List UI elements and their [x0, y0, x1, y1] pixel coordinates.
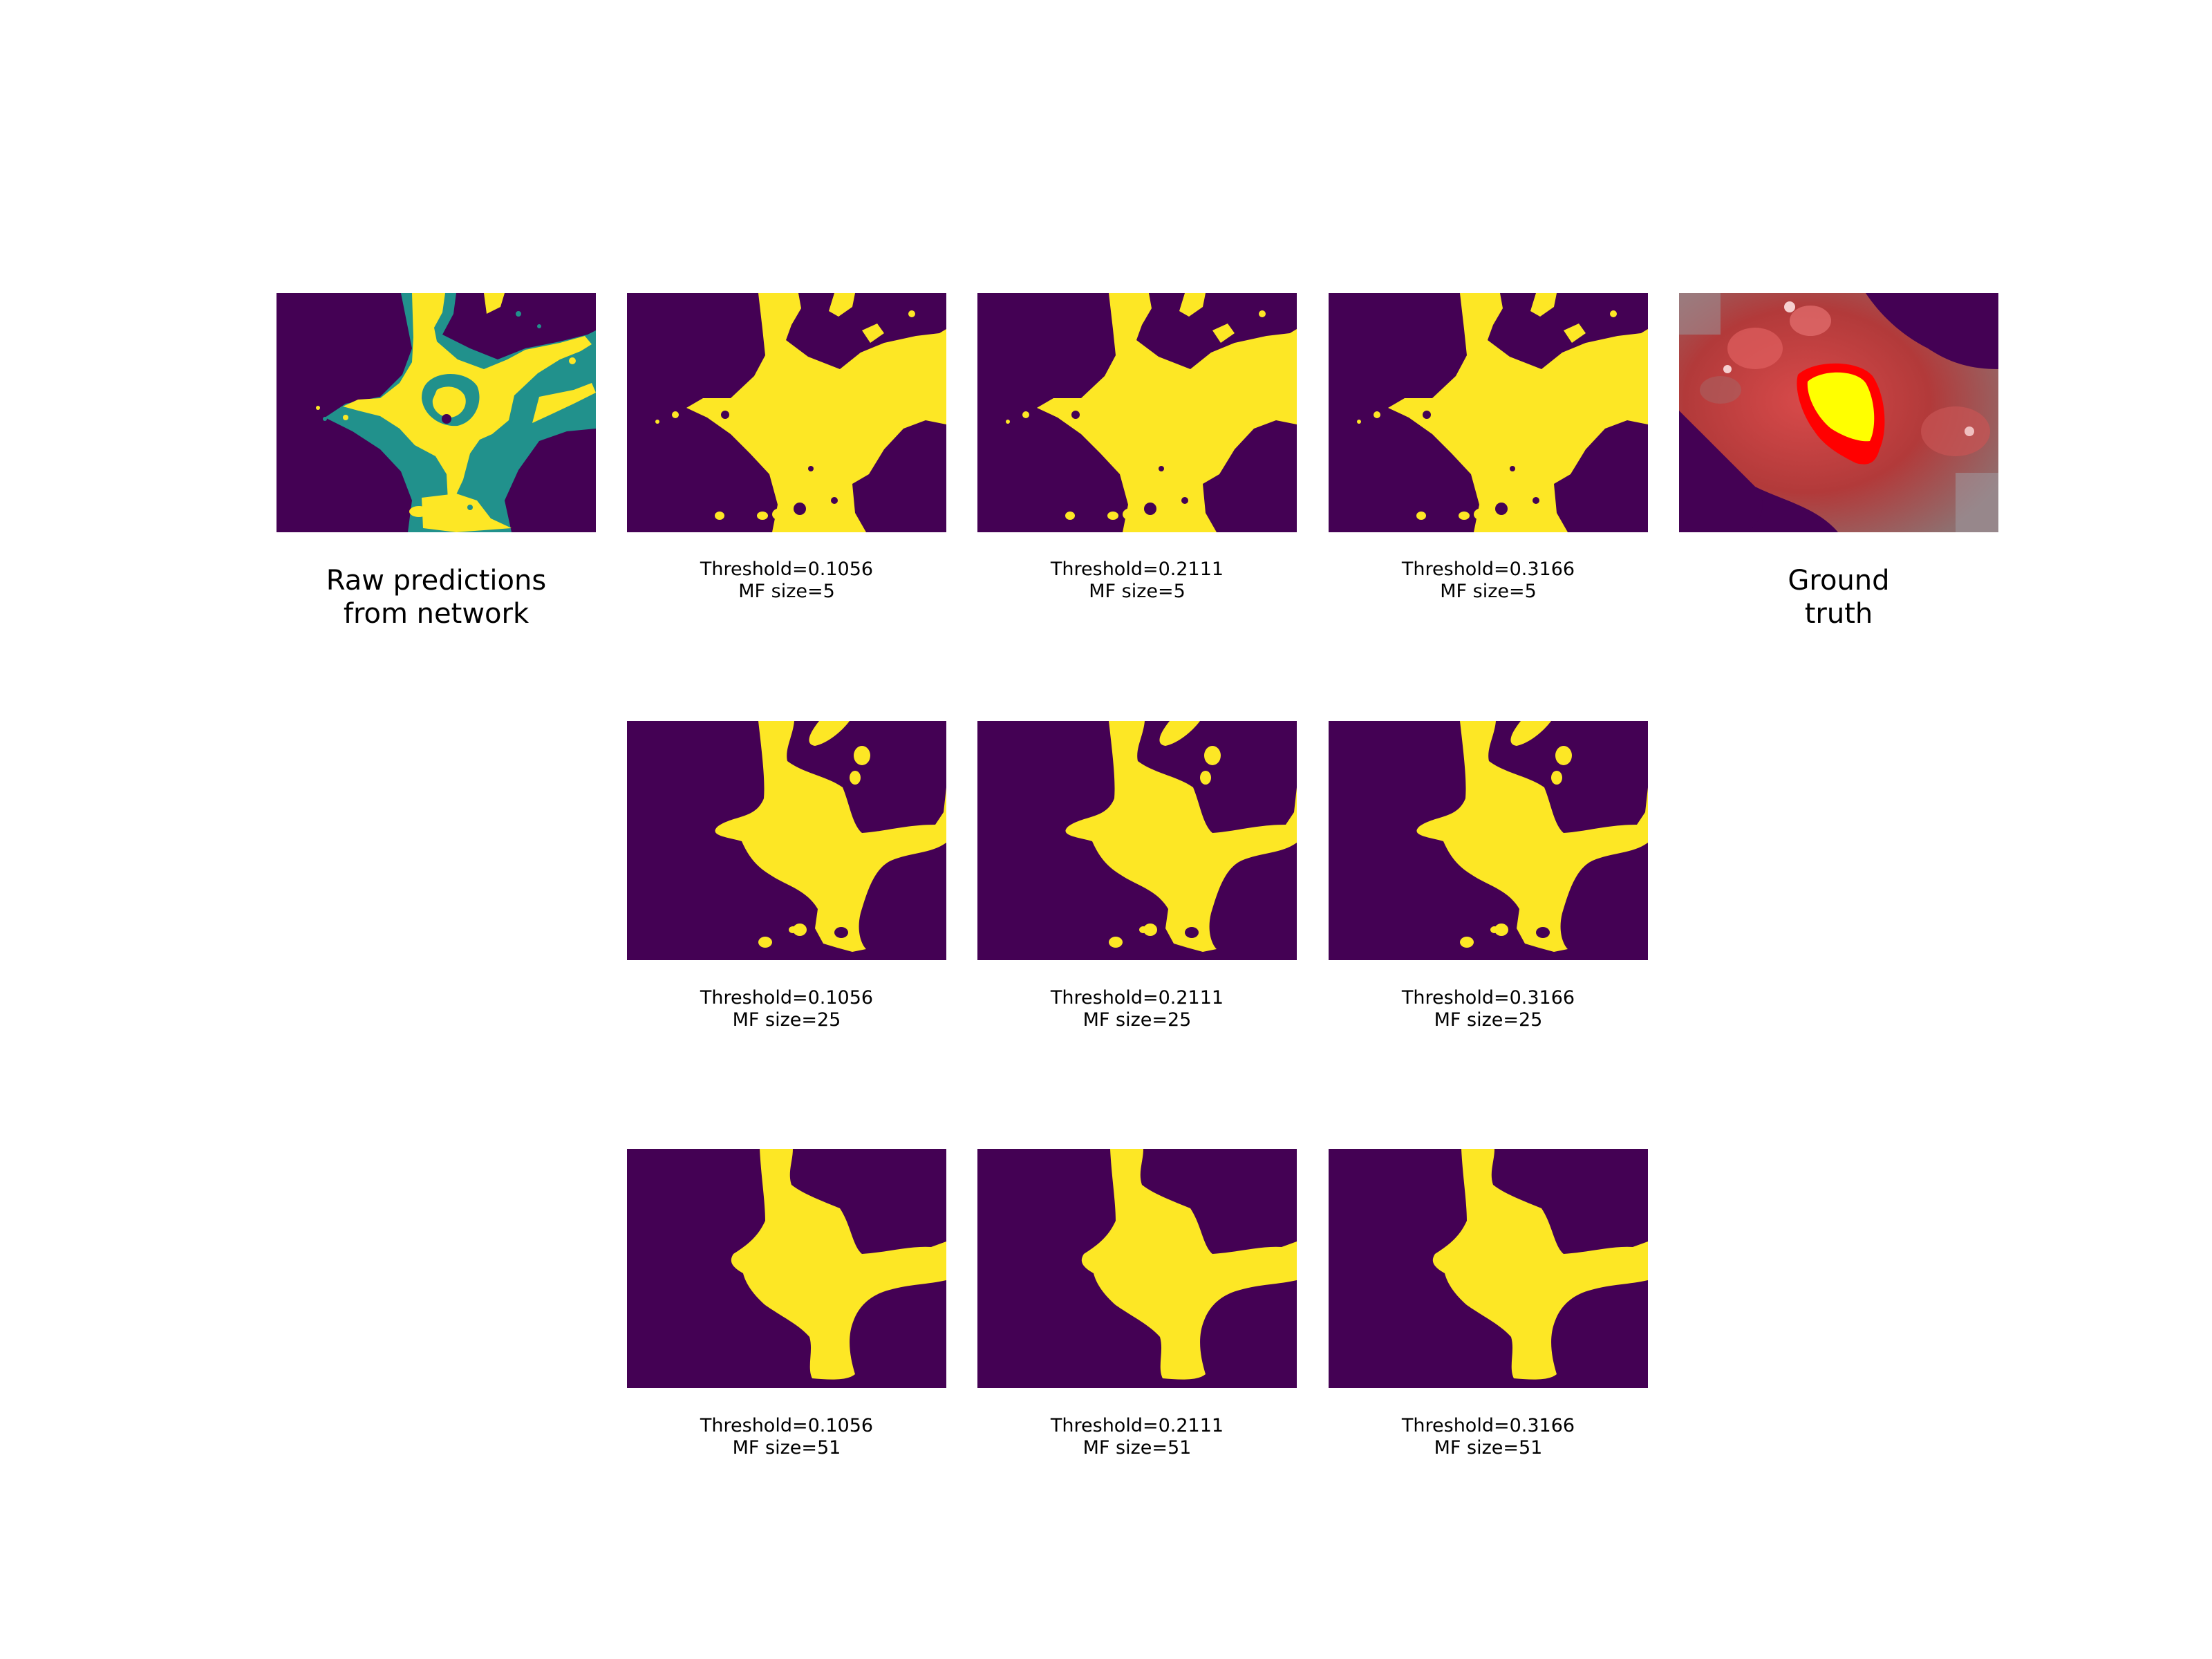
mf-label: MF size=51 — [732, 1437, 841, 1459]
caption-t0.1056-mf51: Threshold=0.1056 MF size=51 — [607, 1415, 966, 1460]
threshold-label: Threshold=0.1056 — [700, 559, 874, 580]
raw-prediction-image — [276, 293, 596, 532]
ground-truth-image — [1679, 293, 1998, 532]
mask-t0.3166-mf51 — [1329, 1149, 1648, 1388]
raw-caption-line2: from network — [343, 598, 529, 630]
caption-t0.1056-mf5: Threshold=0.1056 MF size=5 — [607, 559, 966, 603]
threshold-label: Threshold=0.1056 — [700, 1415, 874, 1436]
mask-t0.1056-mf5 — [627, 293, 946, 532]
mf-label: MF size=25 — [732, 1009, 841, 1031]
caption-t0.2111-mf51: Threshold=0.2111 MF size=51 — [957, 1415, 1317, 1460]
raw-prediction-caption: Raw predictions from network — [256, 564, 616, 630]
caption-t0.2111-mf5: Threshold=0.2111 MF size=5 — [957, 559, 1317, 603]
mf-label: MF size=51 — [1434, 1437, 1543, 1459]
threshold-label: Threshold=0.2111 — [1050, 987, 1224, 1009]
mf-label: MF size=5 — [1440, 581, 1537, 603]
caption-t0.1056-mf25: Threshold=0.1056 MF size=25 — [607, 987, 966, 1032]
mask-t0.2111-mf5 — [977, 293, 1297, 532]
caption-t0.3166-mf51: Threshold=0.3166 MF size=51 — [1309, 1415, 1668, 1460]
gt-caption-line1: Ground — [1788, 565, 1890, 597]
mf-label: MF size=5 — [738, 581, 835, 603]
raw-caption-line1: Raw predictions — [326, 565, 547, 597]
ground-truth-caption: Ground truth — [1659, 564, 2018, 630]
threshold-label: Threshold=0.2111 — [1050, 559, 1224, 580]
gt-caption-line2: truth — [1804, 598, 1873, 630]
caption-t0.3166-mf25: Threshold=0.3166 MF size=25 — [1309, 987, 1668, 1032]
mask-t0.1056-mf51 — [627, 1149, 946, 1388]
threshold-label: Threshold=0.3166 — [1401, 559, 1575, 580]
mask-t0.2111-mf25 — [977, 721, 1297, 960]
threshold-label: Threshold=0.2111 — [1050, 1415, 1224, 1436]
threshold-label: Threshold=0.3166 — [1401, 1415, 1575, 1436]
mask-t0.2111-mf51 — [977, 1149, 1297, 1388]
threshold-label: Threshold=0.3166 — [1401, 987, 1575, 1009]
mf-label: MF size=5 — [1089, 581, 1185, 603]
mask-t0.1056-mf25 — [627, 721, 946, 960]
mf-label: MF size=51 — [1082, 1437, 1192, 1459]
caption-t0.2111-mf25: Threshold=0.2111 MF size=25 — [957, 987, 1317, 1032]
caption-t0.3166-mf5: Threshold=0.3166 MF size=5 — [1309, 559, 1668, 603]
mf-label: MF size=25 — [1434, 1009, 1543, 1031]
mf-label: MF size=25 — [1082, 1009, 1192, 1031]
mask-t0.3166-mf5 — [1329, 293, 1648, 532]
threshold-label: Threshold=0.1056 — [700, 987, 874, 1009]
mask-t0.3166-mf25 — [1329, 721, 1648, 960]
